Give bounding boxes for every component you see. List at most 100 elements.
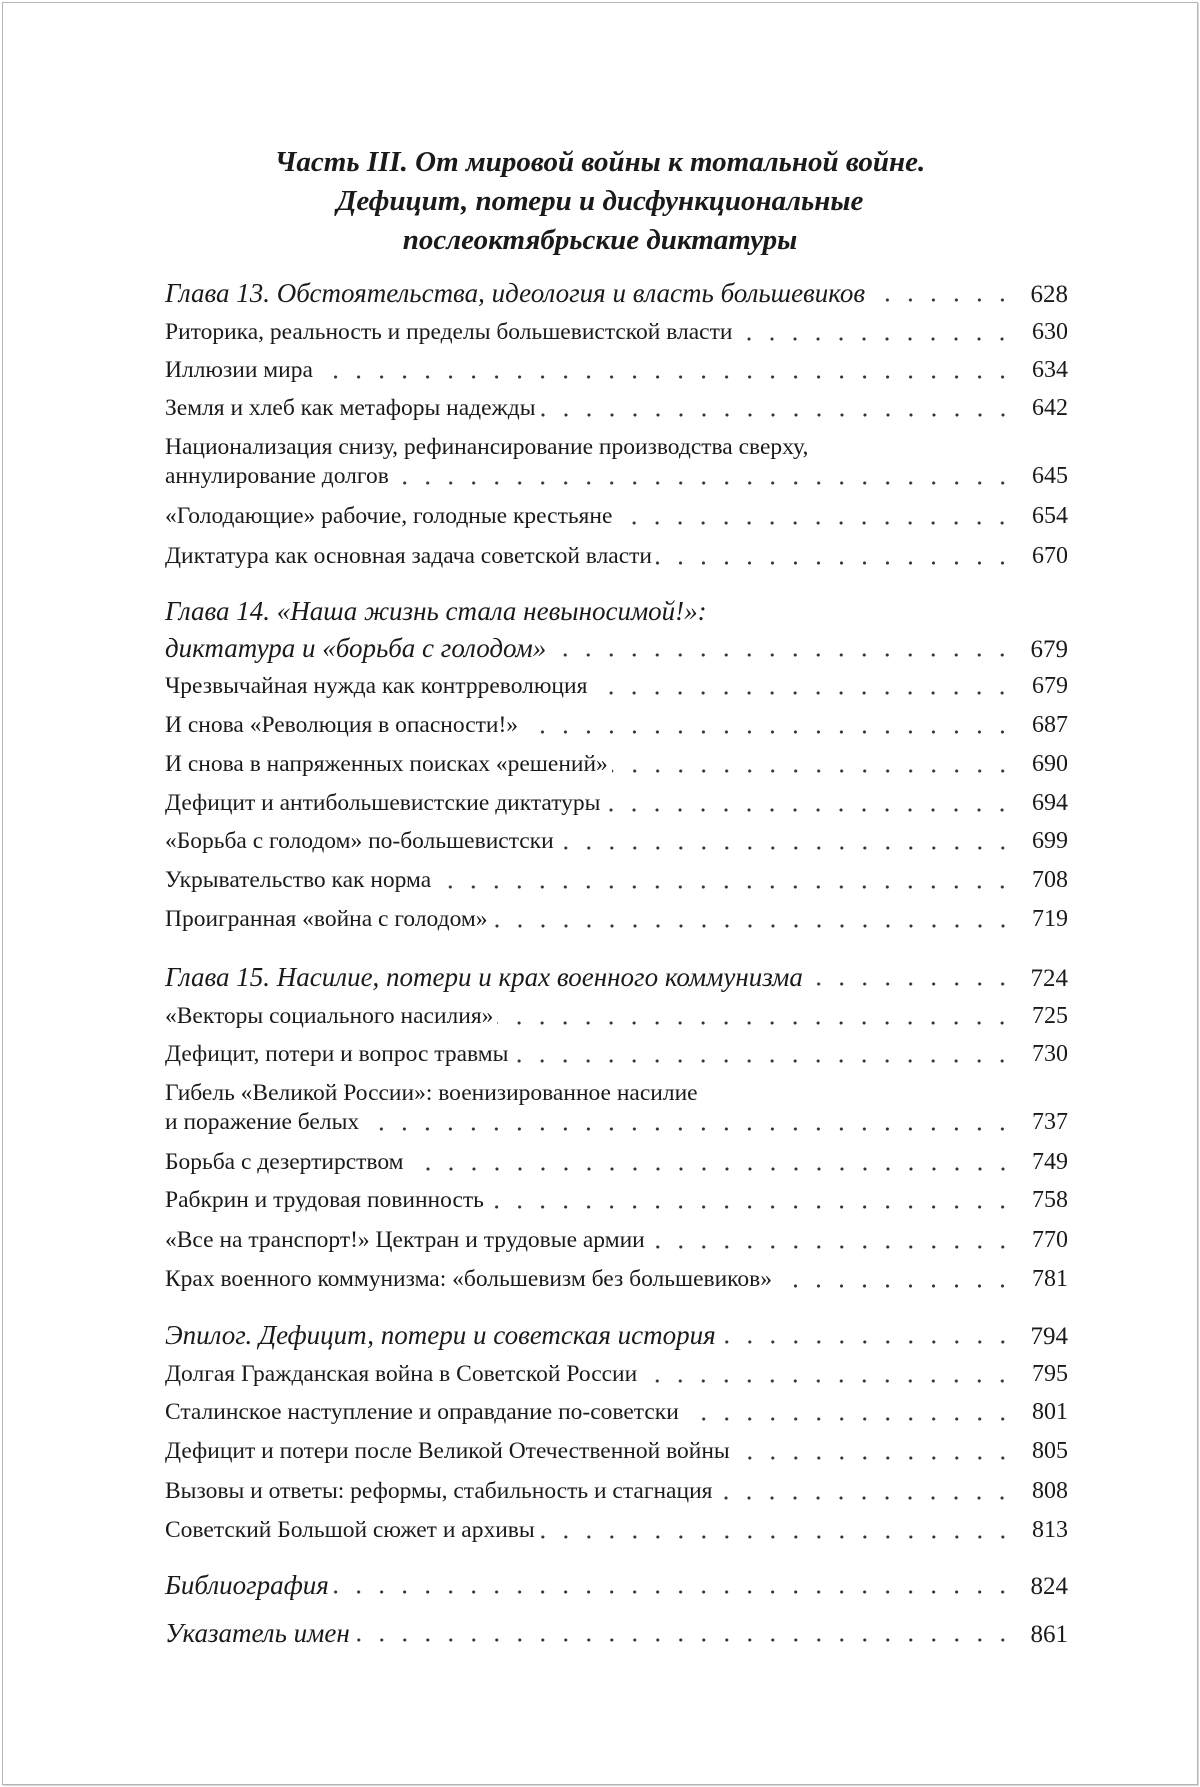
toc-section-entry[interactable]: Чрезвычайная нужда как контрреволюция 679 xyxy=(165,669,1068,703)
dot-leader xyxy=(604,786,1014,820)
toc-chapter-entry[interactable]: Глава 13. Обстоятельства, идеология и вл… xyxy=(165,276,1068,310)
toc-entry-title-line: Гибель «Великой России»: военизированное… xyxy=(165,1080,698,1106)
toc-entry-title: Глава 13. Обстоятельства, идеология и вл… xyxy=(165,278,866,308)
dot-leader xyxy=(776,1262,1014,1296)
toc-entry-title: Крах военного коммунизма: «большевизм бе… xyxy=(165,1266,772,1292)
toc-entry-title: И снова в напряженных поисках «решений» xyxy=(165,751,608,777)
toc-chapter-entry[interactable]: Глава 15. Насилие, потери и крах военног… xyxy=(165,960,1068,994)
toc-page-number: 630 xyxy=(1032,319,1068,345)
toc-entry-title: Эпилог. Дефицит, потери и советская исто… xyxy=(165,1320,716,1350)
dot-leader xyxy=(512,1037,1014,1071)
toc-entry-title: Иллюзии мира xyxy=(165,357,313,383)
toc-page-number: 770 xyxy=(1032,1227,1068,1253)
part-title-line: послеоктябрьские диктатуры xyxy=(402,224,798,256)
toc-page-number: 805 xyxy=(1032,1438,1068,1464)
toc-section-entry[interactable]: Риторика, реальность и пределы большевис… xyxy=(165,315,1068,349)
toc-page-number: 794 xyxy=(1030,1323,1069,1350)
toc-entry-title: Борьба с дезертирством xyxy=(165,1149,404,1175)
toc-section-entry[interactable]: и поражение белых 737 xyxy=(165,1105,1068,1139)
toc-section-entry[interactable]: «Борьба с голодом» по-большевистски 699 xyxy=(165,824,1068,858)
toc-section-entry[interactable]: Советский Большой сюжет и архивы 813 xyxy=(165,1513,1068,1547)
toc-page-number: 824 xyxy=(1030,1573,1069,1600)
toc-section-entry[interactable]: «Все на транспорт!» Цектран и трудовые а… xyxy=(165,1223,1068,1257)
toc-entry-title: Диктатура как основная задача советской … xyxy=(165,543,653,569)
toc-entry-title: диктатура и «борьба с голодом» xyxy=(165,633,547,663)
toc-chapter-entry[interactable]: Эпилог. Дефицит, потери и советская исто… xyxy=(165,1318,1068,1352)
toc-page-number: 687 xyxy=(1032,712,1068,738)
toc-section-entry[interactable]: Вызовы и ответы: реформы, стабильность и… xyxy=(165,1474,1068,1508)
toc-entry-title: Советский Большой сюжет и архивы xyxy=(165,1517,535,1543)
toc-page-number: 670 xyxy=(1032,543,1068,569)
toc-section-entry[interactable]: Сталинское наступление и оправдание по-с… xyxy=(165,1395,1068,1429)
toc-entry-title: Дефицит и антибольшевистские диктатуры xyxy=(165,790,601,816)
toc-section-entry[interactable]: И снова «Революция в опасности!» 687 xyxy=(165,708,1068,742)
toc-chapter-entry[interactable]: Библиография 824 xyxy=(165,1568,1068,1602)
toc-entry-title: Указатель имен xyxy=(165,1618,350,1648)
toc-chapter-entry[interactable]: диктатура и «борьба с голодом» 679 xyxy=(165,631,1068,665)
toc-entry-title: Рабкрин и трудовая повинность xyxy=(165,1187,484,1213)
dot-leader xyxy=(522,708,1014,742)
dot-leader xyxy=(491,902,1014,936)
toc-page-number: 654 xyxy=(1032,503,1068,529)
toc-page-number: 861 xyxy=(1030,1621,1069,1648)
dot-leader xyxy=(656,539,1014,573)
toc-entry-title: Дефицит и потери после Великой Отечестве… xyxy=(165,1438,730,1464)
toc-entry-title: И снова «Революция в опасности!» xyxy=(165,712,519,738)
toc-section-entry[interactable]: Дефицит и потери после Великой Отечестве… xyxy=(165,1434,1068,1468)
toc-section-entry[interactable]: Борьба с дезертирством 749 xyxy=(165,1145,1068,1179)
toc-page-number: 699 xyxy=(1032,828,1068,854)
dot-leader xyxy=(806,960,1014,994)
toc-page-number: 642 xyxy=(1032,395,1068,421)
toc-section-entry[interactable]: аннулирование долгов 645 xyxy=(165,459,1068,493)
part-title: Часть III. От мировой войны к тотальной … xyxy=(0,143,1200,260)
toc-page-number: 679 xyxy=(1030,636,1069,663)
toc-section-entry[interactable]: Диктатура как основная задача советской … xyxy=(165,539,1068,573)
toc-section-entry[interactable]: Долгая Гражданская война в Советской Рос… xyxy=(165,1357,1068,1391)
toc-page-number: 634 xyxy=(1032,357,1068,383)
toc-page-number: 813 xyxy=(1032,1517,1068,1543)
toc-entry-title-line: Национализация снизу, рефинансирование п… xyxy=(165,434,809,460)
toc-section-entry[interactable]: Проигранная «война с голодом» 719 xyxy=(165,902,1068,936)
toc-page-number: 737 xyxy=(1032,1109,1068,1135)
toc-entry-title: Глава 15. Насилие, потери и крах военног… xyxy=(165,962,803,992)
toc-page-number: 724 xyxy=(1030,965,1069,992)
dot-leader xyxy=(538,1513,1014,1547)
toc-section-entry[interactable]: Крах военного коммунизма: «большевизм бе… xyxy=(165,1262,1068,1296)
dot-leader xyxy=(557,824,1014,858)
toc-section-entry[interactable]: Дефицит, потери и вопрос травмы 730 xyxy=(165,1037,1068,1071)
dot-leader xyxy=(616,499,1014,533)
dot-leader xyxy=(682,1395,1014,1429)
toc-page-number: 679 xyxy=(1032,673,1068,699)
toc-entry-title: Долгая Гражданская война в Советской Рос… xyxy=(165,1361,638,1387)
toc-entry-title: Чрезвычайная нужда как контрреволюция xyxy=(165,673,588,699)
toc-page-number: 758 xyxy=(1032,1187,1068,1213)
toc-entry-title: Библиография xyxy=(165,1570,329,1600)
toc-section-entry[interactable]: Рабкрин и трудовая повинность 758 xyxy=(165,1183,1068,1217)
toc-entry-title: аннулирование долгов xyxy=(165,463,389,489)
toc-page-number: 801 xyxy=(1032,1399,1068,1425)
toc-section-entry[interactable]: «Голодающие» рабочие, голодные крестьяне… xyxy=(165,499,1068,533)
dot-leader xyxy=(363,1105,1014,1139)
toc-entry-title: «Голодающие» рабочие, голодные крестьяне xyxy=(165,503,613,529)
dot-leader xyxy=(736,315,1014,349)
toc-entry-title: Укрывательство как норма xyxy=(165,867,432,893)
dot-leader xyxy=(332,1568,1014,1602)
dot-leader xyxy=(591,669,1014,703)
toc-section-entry[interactable]: Иллюзии мира 634 xyxy=(165,353,1068,387)
dot-leader xyxy=(648,1223,1014,1257)
toc-page-number: 795 xyxy=(1032,1361,1068,1387)
toc-chapter-entry[interactable]: Указатель имен 861 xyxy=(165,1616,1068,1650)
toc-section-entry[interactable]: Дефицит и антибольшевистские диктатуры 69… xyxy=(165,786,1068,820)
toc-entry-title: «Векторы социального насилия» xyxy=(165,1003,494,1029)
toc-page-number: 690 xyxy=(1032,751,1068,777)
dot-leader xyxy=(550,631,1014,665)
dot-leader xyxy=(641,1357,1014,1391)
toc-page-number: 725 xyxy=(1032,1003,1068,1029)
dot-leader xyxy=(316,353,1014,387)
toc-section-entry[interactable]: И снова в напряженных поисках «решений» 6… xyxy=(165,747,1068,781)
toc-section-entry[interactable]: «Векторы социального насилия» 725 xyxy=(165,999,1068,1033)
toc-section-entry[interactable]: Укрывательство как норма 708 xyxy=(165,863,1068,897)
toc-entry-title: и поражение белых xyxy=(165,1109,360,1135)
toc-section-entry[interactable]: Земля и хлеб как метафоры надежды 642 xyxy=(165,391,1068,425)
